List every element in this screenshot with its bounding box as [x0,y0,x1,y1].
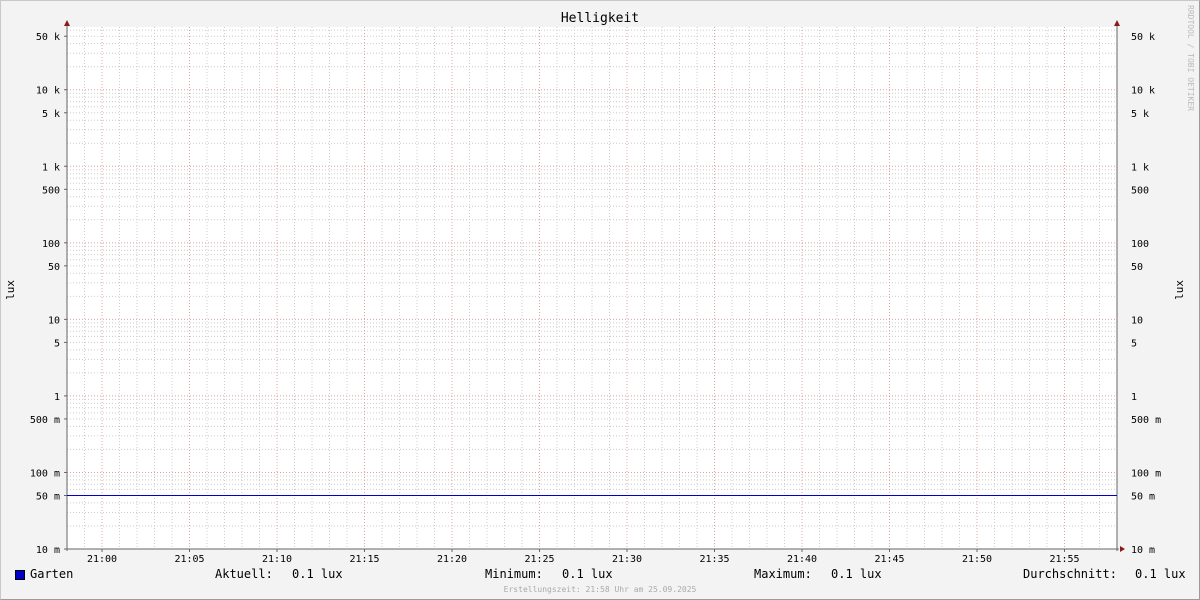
y-tick-label-left: 50 k [36,32,60,43]
y-tick-label-right: 500 [1131,185,1149,196]
y-tick-label-right: 5 [1131,338,1137,349]
y-tick-label-left: 50 [48,262,60,273]
x-tick-label: 21:55 [1049,554,1079,565]
x-tick-label: 21:40 [787,554,817,565]
y-axis-arrow-left [64,20,70,26]
y-tick-label-left: 1 [54,392,60,403]
y-tick-label-right: 1 k [1131,162,1149,173]
y-tick-label-left: 5 k [42,109,60,120]
y-tick-label-right: 10 m [1131,545,1155,556]
y-tick-label-left: 1 k [42,162,60,173]
x-tick-label: 21:25 [524,554,554,565]
chart-title: Helligkeit [560,11,640,26]
y-tick-label-right: 10 [1131,315,1143,326]
y-tick-label-right: 50 k [1131,32,1155,43]
y-tick-label-left: 100 [42,239,60,250]
y-tick-label-left: 500 [42,185,60,196]
x-tick-label: 21:50 [962,554,992,565]
creation-time: Erstellungszeit: 21:58 Uhr am 25.09.2025 [503,585,697,594]
legend-avg-value: 0.1 lux [1135,567,1186,581]
legend-avg-label: Durchschnitt: [1023,567,1117,581]
y-tick-label-right: 100 [1131,239,1149,250]
y-tick-label-right: 50 m [1131,491,1155,502]
x-tick-label: 21:45 [874,554,904,565]
y-tick-label-right: 1 [1131,392,1137,403]
y-axis-arrow-right [1114,20,1120,26]
legend-max-value: 0.1 lux [831,567,882,581]
x-axis-arrow [1120,546,1125,552]
x-tick-label: 21:05 [174,554,204,565]
x-tick-label: 21:15 [349,554,379,565]
legend-current-label: Aktuell: [215,567,273,581]
legend-max-label: Maximum: [754,567,812,581]
legend-swatch-garten [15,570,25,580]
legend-min-label: Minimum: [485,567,543,581]
x-tick-label: 21:10 [262,554,292,565]
x-tick-label: 21:35 [699,554,729,565]
y-tick-label-right: 5 k [1131,109,1149,120]
y-tick-label-left: 100 m [30,468,60,479]
y-tick-label-left: 10 m [36,545,60,556]
y-tick-label-right: 100 m [1131,468,1161,479]
y-tick-label-left: 5 [54,338,60,349]
y-tick-label-right: 10 k [1131,86,1155,97]
x-tick-label: 21:30 [612,554,642,565]
legend-series-name: Garten [30,567,74,581]
y-tick-label-left: 50 m [36,491,60,502]
y-tick-label-right: 500 m [1131,415,1161,426]
legend-current-value: 0.1 lux [292,567,343,581]
x-tick-label: 21:00 [87,554,117,565]
y-tick-label-left: 10 [48,315,60,326]
x-tick-label: 21:20 [437,554,467,565]
legend-min-value: 0.1 lux [562,567,613,581]
watermark: RRDTOOL / TOBI OETIKER [1186,5,1195,111]
y-tick-label-left: 500 m [30,415,60,426]
y-tick-label-left: 10 k [36,86,60,97]
y-tick-label-right: 50 [1131,262,1143,273]
